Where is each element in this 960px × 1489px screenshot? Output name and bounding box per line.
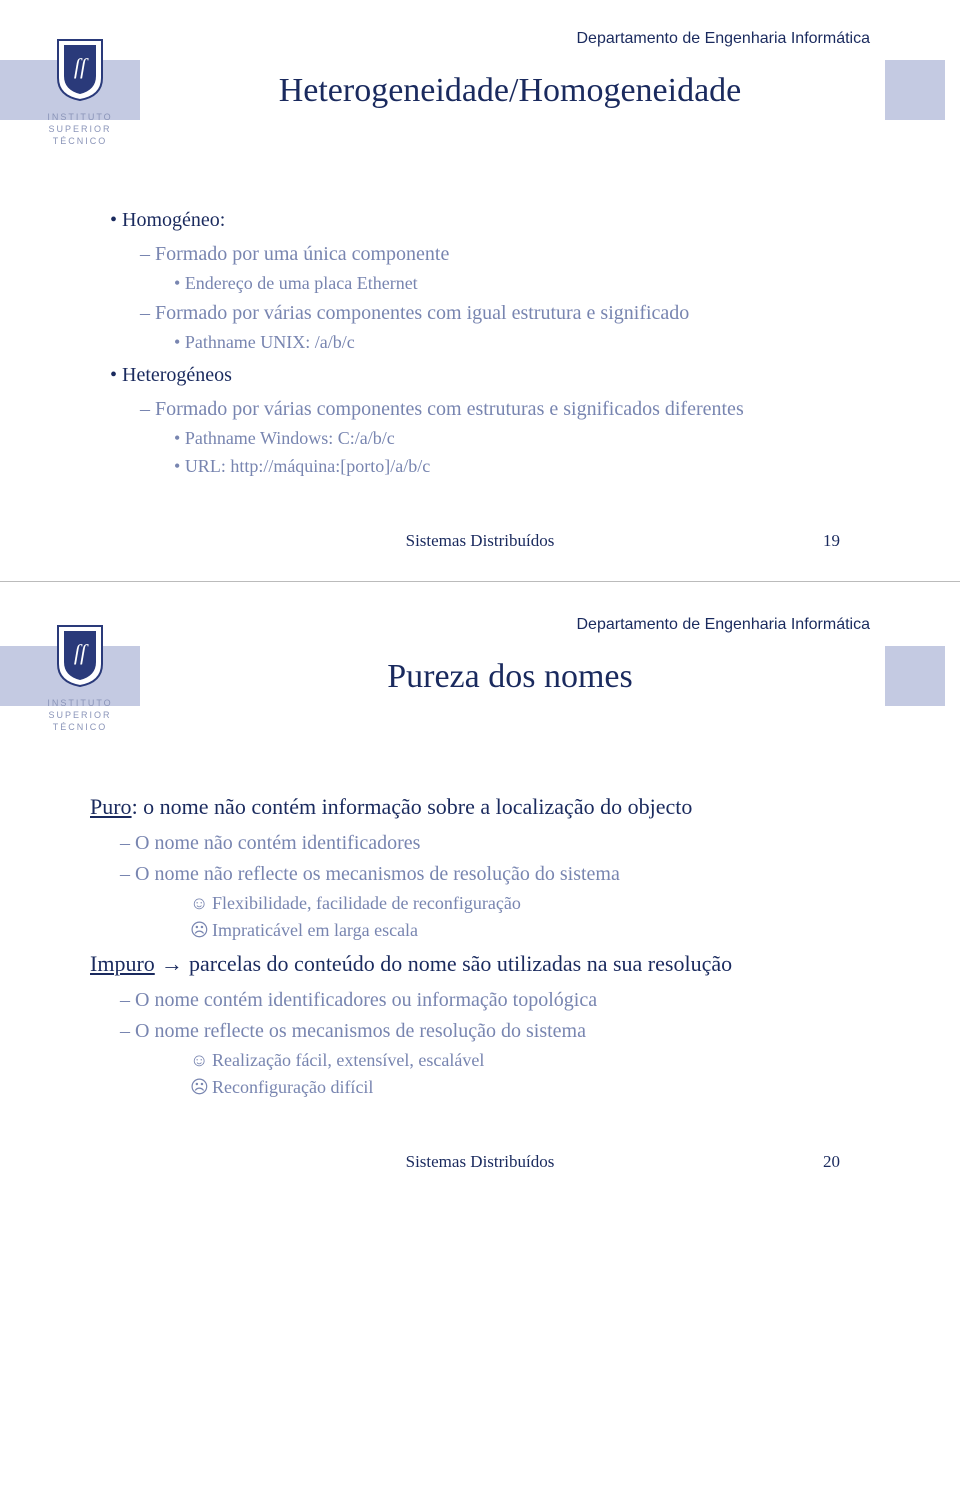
- logo-text-line: SUPERIOR: [35, 709, 125, 721]
- slide-footer: Sistemas Distribuídos 20: [0, 1152, 960, 1178]
- logo-text-line: TÉCNICO: [35, 721, 125, 733]
- bullet-level1: Homogéneo:: [110, 206, 890, 234]
- department-label: Departamento de Engenharia Informática: [576, 616, 870, 634]
- slide-content: Puro: o nome não contém informação sobre…: [0, 766, 960, 1112]
- footer-text: Sistemas Distribuídos: [406, 1152, 555, 1171]
- bullet-level3: Endereço de uma placa Ethernet: [174, 271, 890, 296]
- logo-block: ſſ INSTITUTO SUPERIOR TÉCNICO: [35, 624, 125, 733]
- slide-footer: Sistemas Distribuídos 19: [0, 531, 960, 557]
- bullet-level2: Formado por várias componentes com igual…: [140, 299, 890, 327]
- department-label: Departamento de Engenharia Informática: [576, 30, 870, 48]
- bullet-puro: Puro: o nome não contém informação sobre…: [90, 792, 890, 823]
- bullet-level2: O nome não reflecte os mecanismos de res…: [120, 860, 890, 888]
- logo-text-line: TÉCNICO: [35, 135, 125, 147]
- slide-header-region: Departamento de Engenharia Informática P…: [0, 606, 960, 766]
- header-stripe-right: [885, 60, 945, 120]
- bullet-level2: O nome não contém identificadores: [120, 829, 890, 857]
- bullet-level1: Heterogéneos: [110, 361, 890, 389]
- sad-icon: ☹: [190, 918, 212, 943]
- slide-title: Pureza dos nomes: [160, 642, 860, 712]
- bullet-level2: O nome reflecte os mecanismos de resoluç…: [120, 1017, 890, 1045]
- slide-20: Departamento de Engenharia Informática P…: [0, 586, 960, 1198]
- happy-icon: ☺: [190, 1048, 212, 1073]
- bullet-level4: ☹Impraticável em larga escala: [190, 918, 890, 943]
- slide-title: Heterogeneidade/Homogeneidade: [160, 56, 860, 126]
- slide-header-region: Departamento de Engenharia Informática H…: [0, 20, 960, 180]
- bullet-level2: O nome contém identificadores ou informa…: [120, 986, 890, 1014]
- slide-19: Departamento de Engenharia Informática H…: [0, 0, 960, 577]
- logo-text-line: INSTITUTO: [35, 111, 125, 123]
- logo-text-line: INSTITUTO: [35, 697, 125, 709]
- footer-text: Sistemas Distribuídos: [406, 531, 555, 550]
- bullet-level4: ☹Reconfiguração difícil: [190, 1075, 890, 1100]
- bullet-level2: Formado por uma única componente: [140, 240, 890, 268]
- page-number: 20: [823, 1152, 840, 1172]
- ist-shield-icon: ſſ: [55, 624, 105, 688]
- slide-content: Homogéneo: Formado por uma única compone…: [0, 180, 960, 491]
- bullet-level2: Formado por várias componentes com estru…: [140, 395, 890, 423]
- ist-shield-icon: ſſ: [55, 38, 105, 102]
- sad-icon: ☹: [190, 1075, 212, 1100]
- page-number: 19: [823, 531, 840, 551]
- bullet-level3: URL: http://máquina:[porto]/a/b/c: [174, 454, 890, 479]
- bullet-level3: Pathname Windows: C:/a/b/c: [174, 426, 890, 451]
- bullet-level4: ☺Flexibilidade, facilidade de reconfigur…: [190, 891, 890, 916]
- happy-icon: ☺: [190, 891, 212, 916]
- bullet-impuro: Impuro → parcelas do conteúdo do nome sã…: [90, 949, 890, 980]
- bullet-level4: ☺Realização fácil, extensível, escalável: [190, 1048, 890, 1073]
- header-stripe-right: [885, 646, 945, 706]
- logo-text-line: SUPERIOR: [35, 123, 125, 135]
- bullet-level3: Pathname UNIX: /a/b/c: [174, 330, 890, 355]
- slide-divider: [0, 581, 960, 582]
- logo-block: ſſ INSTITUTO SUPERIOR TÉCNICO: [35, 38, 125, 147]
